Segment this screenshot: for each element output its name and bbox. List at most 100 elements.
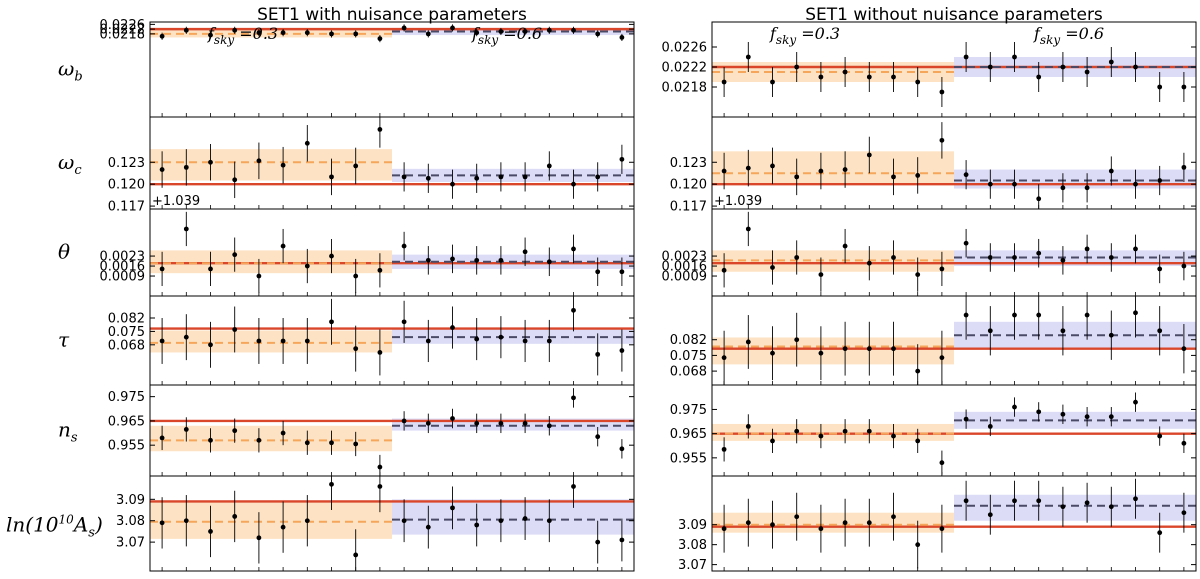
y-tick-label: 0.0218	[100, 27, 146, 42]
data-point	[1084, 69, 1090, 75]
data-point	[256, 30, 262, 36]
data-point	[1108, 414, 1114, 420]
data-point	[619, 537, 625, 543]
data-point	[866, 152, 872, 158]
data-point	[1036, 74, 1042, 80]
data-point	[1108, 59, 1114, 65]
data-point	[1036, 409, 1042, 415]
data-point	[1181, 263, 1187, 269]
param-label: ωc	[58, 150, 82, 178]
data-point	[963, 416, 969, 422]
data-point	[1036, 312, 1042, 318]
panel-2: 0.123 0.120 0.117 +1.039 ωc	[58, 116, 635, 215]
data-point	[256, 535, 262, 541]
data-point	[498, 334, 504, 340]
data-point	[353, 273, 359, 279]
data-point	[987, 64, 993, 70]
data-point	[304, 263, 310, 269]
data-point	[1181, 164, 1187, 170]
data-point	[329, 440, 334, 446]
data-point	[256, 273, 262, 279]
y-tick-label: 0.965	[108, 414, 145, 429]
data-point	[1084, 500, 1090, 506]
data-point	[1133, 496, 1138, 502]
y-tick-label: 3.07	[678, 558, 707, 573]
y-tick-label: 3.09	[116, 493, 145, 508]
data-point	[1084, 414, 1090, 420]
data-point	[1181, 510, 1187, 516]
data-point	[450, 416, 455, 421]
data-point	[232, 514, 238, 519]
data-point	[159, 167, 165, 172]
data-point	[474, 175, 480, 181]
data-point	[1084, 312, 1090, 318]
data-point	[232, 428, 238, 434]
data-point	[280, 430, 286, 436]
y-tick-label: 0.120	[108, 178, 145, 193]
data-point	[595, 174, 601, 180]
data-point	[522, 420, 528, 426]
data-point	[522, 29, 528, 34]
data-point	[745, 226, 751, 232]
data-point	[1012, 498, 1017, 504]
data-point	[377, 267, 383, 273]
data-point	[329, 319, 334, 325]
data-point	[745, 339, 751, 345]
data-point	[987, 512, 993, 518]
chart-2: SET1 without nuisance parameters0.02260.…	[662, 5, 1197, 573]
data-point	[842, 167, 848, 172]
data-point	[842, 428, 848, 434]
data-point	[232, 27, 238, 33]
data-point	[208, 437, 213, 443]
param-label: θ	[58, 240, 70, 264]
data-point	[963, 172, 969, 178]
data-point	[304, 440, 310, 446]
y-tick-label: 3.09	[678, 518, 707, 533]
y-tick-label: 0.068	[108, 338, 145, 353]
data-point	[987, 423, 993, 429]
data-point	[474, 30, 480, 36]
data-point	[595, 31, 601, 37]
data-point	[1012, 54, 1017, 60]
data-point	[987, 328, 993, 334]
fsky-annotation-left: fsky =0.3	[769, 24, 840, 47]
data-point	[425, 257, 431, 263]
data-point	[866, 346, 872, 352]
data-point	[280, 524, 286, 530]
y-tick-label: 0.0226	[100, 18, 146, 33]
data-point	[619, 348, 625, 353]
data-point	[546, 27, 552, 33]
data-point	[280, 338, 286, 344]
y-tick-label: 0.0016	[100, 260, 146, 275]
y-tick-label: 0.123	[670, 156, 707, 171]
data-point	[1036, 250, 1042, 256]
panel-2: 0.123 0.120 0.117 +1.039	[670, 116, 1197, 215]
data-point	[1108, 332, 1114, 338]
data-point	[425, 31, 431, 37]
data-point	[939, 526, 945, 532]
data-point	[304, 338, 310, 344]
data-point	[329, 481, 334, 487]
data-point	[915, 368, 921, 374]
y-tick-label: 3.08	[678, 538, 707, 553]
data-point	[866, 520, 872, 526]
data-point	[546, 338, 552, 344]
data-point	[794, 174, 800, 180]
data-point	[522, 338, 528, 344]
band-fsky-0.3	[150, 425, 392, 452]
band-fsky-0.3	[150, 501, 392, 539]
data-point	[401, 25, 407, 31]
data-point	[794, 428, 800, 434]
data-point	[450, 505, 455, 511]
data-point	[571, 181, 576, 187]
y-tick-label: 0.075	[108, 325, 145, 340]
param-label: ωb	[58, 57, 83, 85]
data-point	[546, 259, 552, 265]
data-point	[401, 174, 407, 180]
panel-5: 0.975 0.965 0.955	[670, 384, 1197, 477]
data-point	[842, 520, 848, 526]
data-point	[818, 74, 824, 80]
data-point	[915, 542, 921, 548]
